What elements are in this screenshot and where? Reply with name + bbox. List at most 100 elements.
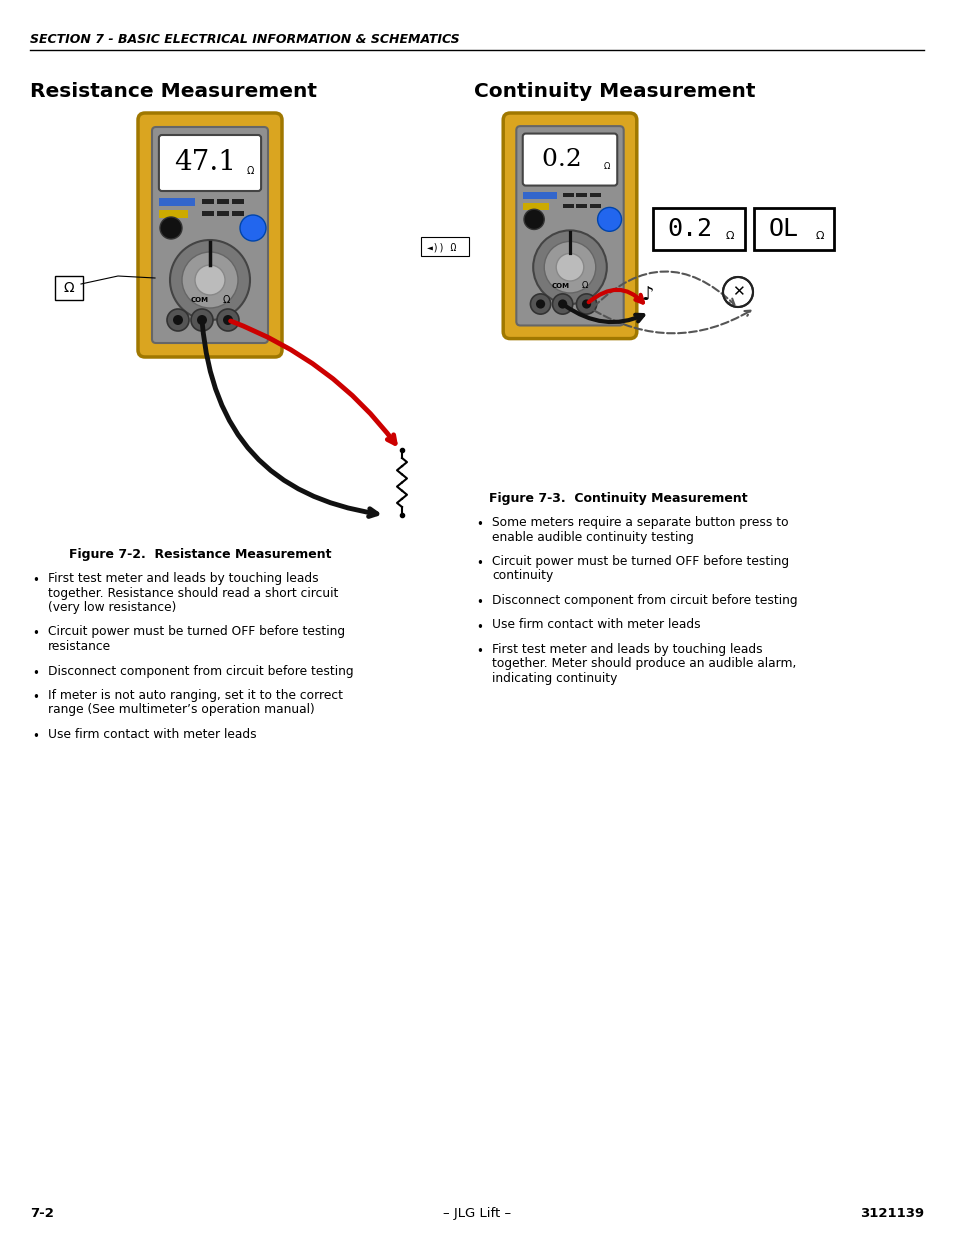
Text: •: • <box>32 627 39 641</box>
Text: Resistance Measurement: Resistance Measurement <box>30 82 316 101</box>
Text: Use firm contact with meter leads: Use firm contact with meter leads <box>48 727 256 741</box>
Bar <box>232 199 244 204</box>
Bar <box>562 204 573 209</box>
Circle shape <box>556 253 583 282</box>
Bar <box>562 193 573 198</box>
Text: OL: OL <box>768 217 799 241</box>
Text: •: • <box>476 620 482 634</box>
Circle shape <box>597 207 620 231</box>
Text: 3121139: 3121139 <box>859 1207 923 1220</box>
Text: ♪: ♪ <box>641 284 654 304</box>
Text: •: • <box>32 667 39 679</box>
FancyArrowPatch shape <box>202 322 376 516</box>
Circle shape <box>223 315 233 325</box>
Bar <box>159 198 195 206</box>
Text: Ω: Ω <box>581 282 587 290</box>
Text: ✕: ✕ <box>731 284 743 300</box>
Text: First test meter and leads by touching leads: First test meter and leads by touching l… <box>492 643 761 656</box>
Circle shape <box>523 209 543 230</box>
Text: enable audible continuity testing: enable audible continuity testing <box>492 531 693 543</box>
Bar <box>202 199 213 204</box>
FancyBboxPatch shape <box>138 112 282 357</box>
Bar <box>216 211 229 216</box>
Text: COM: COM <box>551 283 569 289</box>
Text: •: • <box>32 730 39 743</box>
Circle shape <box>536 299 544 309</box>
FancyBboxPatch shape <box>152 127 268 343</box>
Text: Ω: Ω <box>815 231 823 241</box>
Text: SECTION 7 - BASIC ELECTRICAL INFORMATION & SCHEMATICS: SECTION 7 - BASIC ELECTRICAL INFORMATION… <box>30 33 459 46</box>
Text: 7-2: 7-2 <box>30 1207 53 1220</box>
Text: (very low resistance): (very low resistance) <box>48 601 176 614</box>
Bar <box>590 193 600 198</box>
Circle shape <box>543 241 595 293</box>
Bar <box>159 210 188 219</box>
Circle shape <box>160 217 182 240</box>
Bar <box>576 204 587 209</box>
Text: 0.2: 0.2 <box>541 148 589 172</box>
FancyArrowPatch shape <box>564 305 642 322</box>
Text: together. Meter should produce an audible alarm,: together. Meter should produce an audibl… <box>492 657 796 671</box>
Circle shape <box>191 309 213 331</box>
Text: •: • <box>476 597 482 609</box>
Bar <box>522 203 549 210</box>
Circle shape <box>170 240 250 320</box>
Bar <box>202 211 213 216</box>
Text: continuity: continuity <box>492 569 553 583</box>
Circle shape <box>533 231 606 304</box>
Bar <box>590 204 600 209</box>
Text: Some meters require a separate button press to: Some meters require a separate button pr… <box>492 516 788 529</box>
Text: Ω: Ω <box>222 295 230 305</box>
Text: •: • <box>476 645 482 658</box>
Circle shape <box>530 294 550 314</box>
Circle shape <box>216 309 239 331</box>
Text: Continuity Measurement: Continuity Measurement <box>474 82 755 101</box>
Circle shape <box>581 299 591 309</box>
FancyBboxPatch shape <box>502 112 637 338</box>
Circle shape <box>240 215 266 241</box>
Bar <box>216 199 229 204</box>
Text: If meter is not auto ranging, set it to the correct: If meter is not auto ranging, set it to … <box>48 689 343 701</box>
Text: Circuit power must be turned OFF before testing: Circuit power must be turned OFF before … <box>492 555 788 568</box>
Bar <box>232 211 244 216</box>
Text: – JLG Lift –: – JLG Lift – <box>442 1207 511 1220</box>
Text: •: • <box>476 517 482 531</box>
Text: Disconnect component from circuit before testing: Disconnect component from circuit before… <box>48 664 354 678</box>
Text: Ω: Ω <box>603 162 609 170</box>
Text: 47.1: 47.1 <box>173 149 235 177</box>
Text: ◄)) Ω: ◄)) Ω <box>427 242 456 252</box>
Circle shape <box>558 299 567 309</box>
Text: Figure 7-2.  Resistance Measurement: Figure 7-2. Resistance Measurement <box>69 548 331 561</box>
Text: Use firm contact with meter leads: Use firm contact with meter leads <box>492 619 700 631</box>
FancyBboxPatch shape <box>753 207 833 249</box>
Text: Circuit power must be turned OFF before testing: Circuit power must be turned OFF before … <box>48 625 345 638</box>
Text: together. Resistance should read a short circuit: together. Resistance should read a short… <box>48 587 338 599</box>
Text: 0.2: 0.2 <box>667 217 712 241</box>
Text: First test meter and leads by touching leads: First test meter and leads by touching l… <box>48 572 318 585</box>
Text: indicating continuity: indicating continuity <box>492 672 617 685</box>
FancyArrowPatch shape <box>231 321 395 443</box>
Circle shape <box>194 266 225 295</box>
Text: resistance: resistance <box>48 640 111 653</box>
Text: Disconnect component from circuit before testing: Disconnect component from circuit before… <box>492 594 797 606</box>
FancyArrowPatch shape <box>593 272 734 308</box>
Text: Ω: Ω <box>725 231 734 241</box>
FancyBboxPatch shape <box>55 275 83 300</box>
Text: Ω: Ω <box>64 282 74 295</box>
Text: Figure 7-3.  Continuity Measurement: Figure 7-3. Continuity Measurement <box>488 492 746 505</box>
Text: •: • <box>32 692 39 704</box>
Circle shape <box>722 277 752 308</box>
FancyBboxPatch shape <box>420 237 469 256</box>
Circle shape <box>576 294 596 314</box>
FancyBboxPatch shape <box>159 135 261 191</box>
Text: COM: COM <box>191 296 209 303</box>
Text: range (See multimeter’s operation manual): range (See multimeter’s operation manual… <box>48 704 314 716</box>
Circle shape <box>167 309 189 331</box>
FancyBboxPatch shape <box>522 133 617 185</box>
FancyBboxPatch shape <box>516 126 623 326</box>
Circle shape <box>182 252 237 308</box>
Circle shape <box>552 294 572 314</box>
FancyArrowPatch shape <box>588 290 642 303</box>
Circle shape <box>172 315 183 325</box>
Bar <box>576 193 587 198</box>
